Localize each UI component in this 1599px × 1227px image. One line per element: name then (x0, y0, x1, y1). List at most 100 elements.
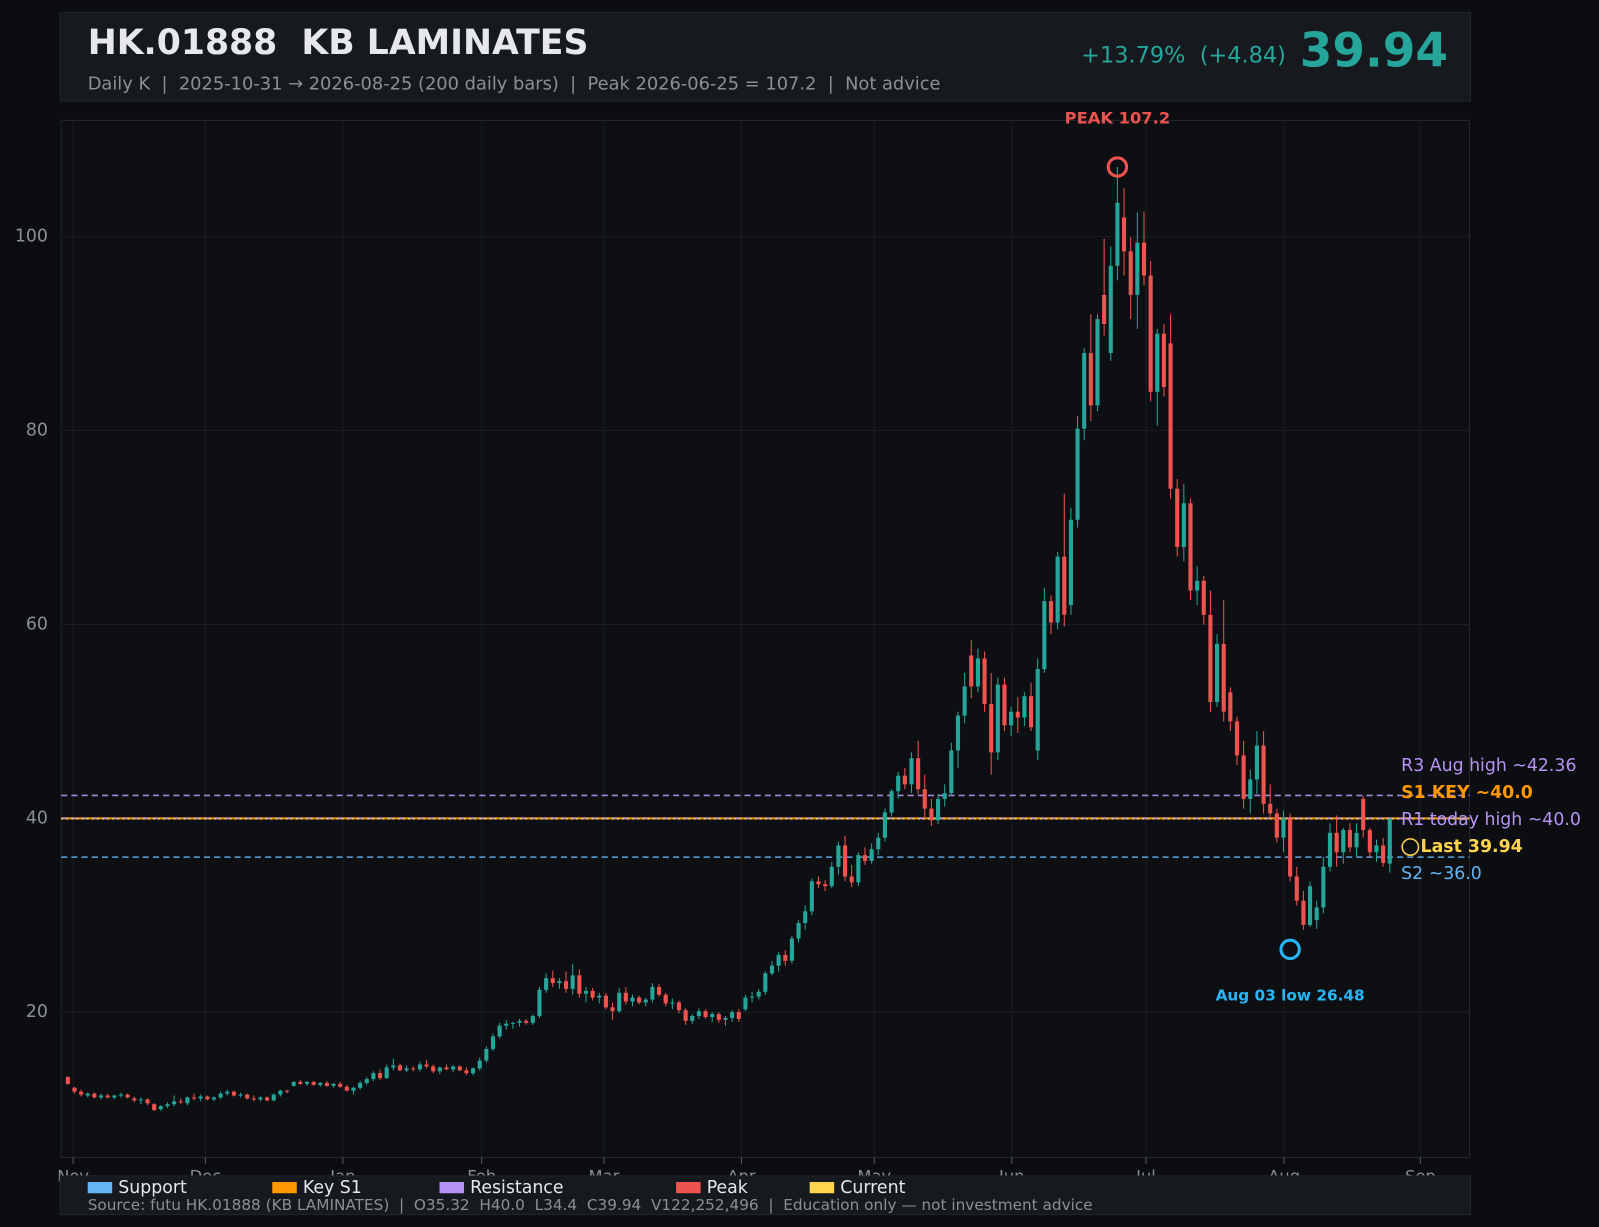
candle-body (225, 1091, 230, 1094)
candle-body (656, 986, 662, 995)
candle-body (869, 849, 874, 861)
candle-body (1294, 876, 1299, 901)
candle-body (417, 1064, 422, 1070)
candle-body (391, 1065, 396, 1068)
candle-body (1042, 601, 1047, 670)
annotation-marker (1279, 938, 1301, 961)
candle-body (1075, 428, 1080, 520)
candle-body (324, 1082, 329, 1086)
annotation-label: PEAK 107.2 (1065, 109, 1171, 128)
candle-body (789, 938, 794, 961)
candle-body (749, 996, 755, 998)
candle-body (544, 978, 549, 990)
candle-body (703, 1011, 708, 1018)
candle-body (842, 845, 848, 877)
candle-body (995, 684, 1000, 753)
candle-body (829, 866, 834, 887)
candle-body (1055, 556, 1060, 623)
level-label: R1 today high ~40.0 (1401, 810, 1581, 830)
candle-body (298, 1081, 303, 1084)
candle-body (577, 975, 582, 994)
candle-body (597, 995, 602, 998)
candle-body (849, 876, 854, 883)
candle-body (424, 1064, 429, 1067)
candle-body (683, 1010, 688, 1021)
candle-body (238, 1094, 243, 1096)
candle-body (1015, 711, 1020, 718)
candle-body (152, 1104, 157, 1111)
candle-body (1009, 711, 1014, 726)
candle-body (1181, 503, 1186, 547)
candle-body (311, 1081, 316, 1085)
overlay: R3 Aug high ~42.36 S1 KEY ~40.0 R1 today h… (1065, 109, 1581, 1005)
candle-body (823, 884, 828, 887)
legend-swatch (439, 1182, 464, 1194)
candle-body (1321, 866, 1326, 908)
candle-body (1387, 818, 1392, 864)
candle-body (643, 999, 648, 1003)
candle-body (1108, 265, 1113, 354)
candle-body (79, 1091, 84, 1095)
candle-body (85, 1093, 90, 1096)
candle-body (803, 911, 808, 923)
candle-body (211, 1097, 217, 1100)
candle-body (1367, 829, 1372, 853)
candle-body (510, 1022, 515, 1024)
candle-body (1381, 845, 1386, 863)
candle-body (484, 1048, 489, 1061)
y-tick-label: 80 (26, 421, 48, 441)
candle-body (490, 1036, 496, 1049)
candle-body (271, 1094, 276, 1101)
candle-body (284, 1090, 290, 1092)
candle-body (245, 1094, 250, 1099)
candle-body (165, 1104, 170, 1107)
candle-body (769, 965, 775, 974)
candle-body (896, 775, 901, 792)
candle-body (265, 1097, 270, 1101)
level-label: S2 ~36.0 (1401, 864, 1482, 884)
candle-body (1115, 202, 1120, 266)
candle-body (105, 1095, 110, 1098)
y-tick-label: 40 (26, 808, 48, 828)
annotation-marker (1106, 156, 1129, 178)
candle-body (862, 855, 868, 861)
candle-body (670, 1002, 675, 1004)
candle-body (145, 1099, 150, 1104)
candle-body (1307, 886, 1313, 925)
candle-body (982, 658, 987, 704)
candle-body (623, 992, 628, 1002)
candle-body (1201, 580, 1206, 615)
candle-body (331, 1083, 336, 1086)
candle-body (663, 994, 668, 1004)
candle-body (962, 686, 967, 716)
candle-body (876, 837, 881, 850)
candle-body (1334, 832, 1339, 853)
candle-body (318, 1082, 323, 1085)
candle-body (563, 981, 569, 989)
candle-body (730, 1012, 735, 1018)
candle-body (1208, 614, 1213, 702)
candle-body (1361, 798, 1366, 830)
candle-body (457, 1066, 462, 1071)
candle-body (118, 1094, 124, 1096)
candle-body (384, 1067, 389, 1079)
candle-body (935, 798, 941, 821)
candle-body (1374, 845, 1379, 853)
candle-body (916, 758, 921, 790)
candle-body (364, 1079, 369, 1083)
candle-body (1095, 319, 1100, 406)
candle-body (989, 703, 994, 753)
candle-body (1175, 488, 1180, 547)
candle-body (816, 881, 821, 885)
candle-body (158, 1106, 163, 1110)
candle-body (411, 1068, 416, 1070)
candle-body (676, 1002, 682, 1011)
candle-body (710, 1014, 715, 1018)
candle-body (929, 808, 934, 821)
candle-body (743, 997, 748, 1010)
y-tick-label: 100 (15, 227, 48, 247)
candle-body (1221, 643, 1226, 712)
candle-body (304, 1081, 310, 1084)
candle-body (530, 1016, 535, 1023)
